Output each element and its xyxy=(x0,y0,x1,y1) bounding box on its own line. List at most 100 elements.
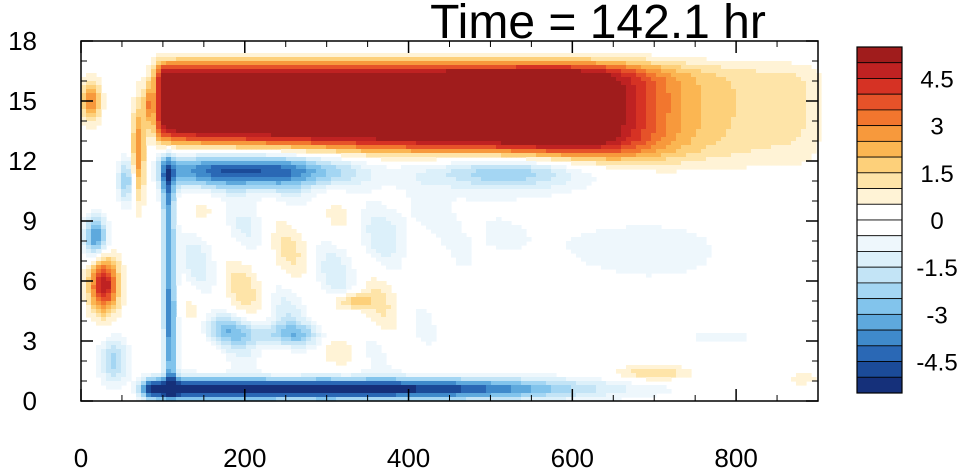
heatmap-cell xyxy=(276,169,282,174)
heatmap-cell xyxy=(281,117,287,122)
heatmap-cell xyxy=(501,221,507,226)
heatmap-cell xyxy=(501,377,507,382)
heatmap-cell xyxy=(161,285,167,290)
heatmap-cell xyxy=(216,57,222,62)
heatmap-cell xyxy=(531,77,537,82)
heatmap-cell xyxy=(121,185,127,190)
heatmap-cell xyxy=(201,245,207,250)
heatmap-cell xyxy=(171,369,177,374)
heatmap-cell xyxy=(191,125,197,130)
heatmap-cell xyxy=(111,381,117,386)
heatmap-cell xyxy=(426,117,432,122)
heatmap-cell xyxy=(196,265,202,270)
heatmap-cell xyxy=(236,121,242,126)
heatmap-cell xyxy=(91,301,97,306)
heatmap-cell xyxy=(376,249,382,254)
heatmap-cell xyxy=(336,57,342,62)
heatmap-cell xyxy=(301,173,307,178)
heatmap-cell xyxy=(176,377,182,382)
heatmap-cell xyxy=(371,229,377,234)
heatmap-cell xyxy=(521,173,527,178)
heatmap-cell xyxy=(96,117,102,122)
heatmap-cell xyxy=(151,89,157,94)
heatmap-cell xyxy=(101,221,107,226)
heatmap-cell xyxy=(286,305,292,310)
heatmap-cell xyxy=(161,217,167,222)
heatmap-cell xyxy=(141,109,147,114)
heatmap-cell xyxy=(381,237,387,242)
heatmap-cell xyxy=(201,213,207,218)
heatmap-cell xyxy=(306,65,312,70)
heatmap-cell xyxy=(436,53,442,58)
heatmap-cell xyxy=(451,253,457,258)
heatmap-cell xyxy=(421,217,427,222)
heatmap-cell xyxy=(266,381,272,386)
heatmap-cell xyxy=(451,173,457,178)
heatmap-cell xyxy=(511,173,517,178)
heatmap-cell xyxy=(236,393,242,398)
heatmap-cell xyxy=(281,145,287,150)
heatmap-cell xyxy=(241,113,247,118)
heatmap-cell xyxy=(236,129,242,134)
heatmap-cell xyxy=(206,181,212,186)
heatmap-cell xyxy=(461,85,467,90)
heatmap-cell xyxy=(91,81,97,86)
heatmap-cell xyxy=(161,345,167,350)
heatmap-cell xyxy=(91,73,97,78)
heatmap-cell xyxy=(271,85,277,90)
heatmap-cell xyxy=(181,249,187,254)
heatmap-cell xyxy=(86,253,92,258)
heatmap-cell xyxy=(281,289,287,294)
heatmap-cell xyxy=(446,145,452,150)
heatmap-cell xyxy=(361,109,367,114)
heatmap-cell xyxy=(196,97,202,102)
heatmap-cell xyxy=(181,269,187,274)
heatmap-cell xyxy=(211,321,217,326)
heatmap-cell xyxy=(336,257,342,262)
heatmap-cell xyxy=(246,145,252,150)
heatmap-cell xyxy=(346,273,352,278)
heatmap-cell xyxy=(311,381,317,386)
heatmap-cell xyxy=(346,265,352,270)
heatmap-cell xyxy=(296,325,302,330)
heatmap-cell xyxy=(336,105,342,110)
heatmap-cell xyxy=(266,65,272,70)
heatmap-cell xyxy=(181,125,187,130)
heatmap-cell xyxy=(376,97,382,102)
heatmap-cell xyxy=(251,85,257,90)
heatmap-cell xyxy=(386,213,392,218)
heatmap-cell xyxy=(266,377,272,382)
heatmap-cell xyxy=(171,245,177,250)
heatmap-cell xyxy=(121,381,127,386)
heatmap-cell xyxy=(331,133,337,138)
heatmap-cell xyxy=(331,117,337,122)
heatmap-cell xyxy=(301,345,307,350)
heatmap-cell xyxy=(221,197,227,202)
heatmap-cell xyxy=(146,97,152,102)
heatmap-cell xyxy=(231,313,237,318)
heatmap-cell xyxy=(381,177,387,182)
heatmap-cell xyxy=(261,157,267,162)
heatmap-cell xyxy=(336,69,342,74)
heatmap-cell xyxy=(111,349,117,354)
heatmap-cell xyxy=(286,397,292,402)
heatmap-cell xyxy=(241,65,247,70)
heatmap-cell xyxy=(391,149,397,154)
heatmap-cell xyxy=(231,225,237,230)
heatmap-cell xyxy=(226,69,232,74)
heatmap-cell xyxy=(201,161,207,166)
heatmap-cell xyxy=(106,365,112,370)
heatmap-cell xyxy=(226,397,232,402)
heatmap-cell xyxy=(511,165,517,170)
heatmap-cell xyxy=(321,189,327,194)
heatmap-cell xyxy=(226,381,232,386)
heatmap-cell xyxy=(231,113,237,118)
heatmap-cell xyxy=(196,141,202,146)
heatmap-cell xyxy=(516,85,522,90)
heatmap-cell xyxy=(346,165,352,170)
heatmap-cell xyxy=(346,81,352,86)
heatmap-cell xyxy=(106,285,112,290)
heatmap-cell xyxy=(231,273,237,278)
heatmap-cell xyxy=(501,85,507,90)
heatmap-cell xyxy=(331,269,337,274)
